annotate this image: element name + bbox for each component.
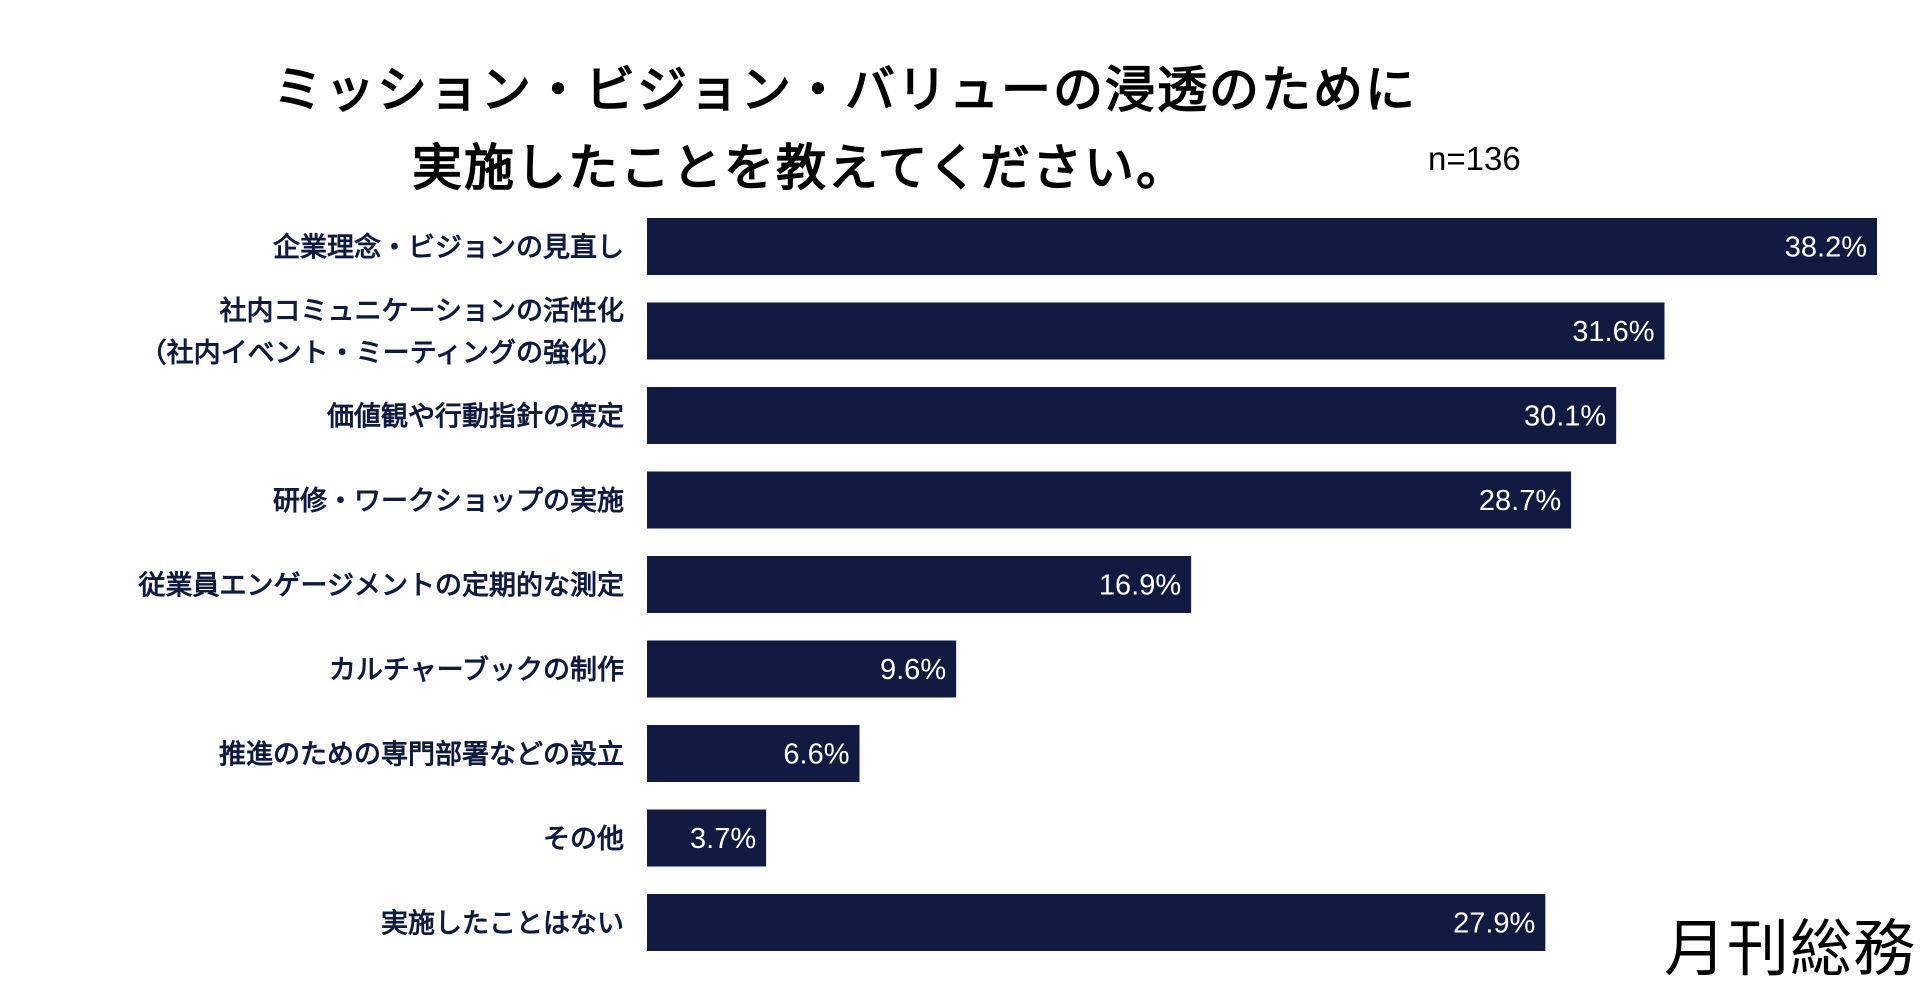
bar-value-label-5: 16.9% [1099,570,1181,602]
bar-3 [647,387,1617,444]
bar-5 [647,556,1192,613]
bar-value-label-1: 38.2% [1785,232,1867,264]
bar-value-label-9: 27.9% [1453,908,1535,940]
bar-9 [647,894,1546,951]
bar-2 [647,302,1665,360]
brand-logo: 月刊総務 [1664,912,1917,985]
bar-8 [647,809,767,867]
chart-title-line-1: ミッション・ビジョン・バリューの浸透のために [273,61,1417,119]
sample-size-label: n=136 [1428,140,1521,177]
category-label-8: その他 [543,824,624,855]
category-label-2-line-1: 社内コミュニケーションの活性化 [220,295,624,327]
bar-value-label-7: 6.6% [783,739,849,771]
chart-title-block: ミッション・ビジョン・バリューの浸透のために 実施したことを教えてください。 [0,40,1920,200]
category-label-1: 企業理念・ビジョンの見直し [273,232,624,264]
category-label-6: カルチャーブックの制作 [329,654,624,686]
bar-value-label-6: 9.6% [880,654,946,686]
category-label-4: 研修・ワークショップの実施 [273,485,624,517]
bar-4 [647,471,1572,529]
bar-value-label-4: 28.7% [1479,485,1561,517]
bar-1 [647,218,1877,275]
category-label-2-line-2: （社内イベント・ミーティングの強化） [140,337,624,369]
category-label-7: 推進のための専門部署などの設立 [219,739,624,771]
bar-value-label-2: 31.6% [1572,316,1654,348]
category-label-3: 価値観や行動指針の策定 [326,401,624,433]
category-label-5: 従業員エンゲージメントの定期的な測定 [138,570,624,602]
bar-6 [647,640,957,698]
bar-7 [647,725,860,782]
category-label-9: 実施したことはない [381,908,624,940]
bar-value-label-3: 30.1% [1524,401,1606,433]
chart-title-line-2: 実施したことを教えてください。 [412,139,1188,197]
bar-value-label-8: 3.7% [690,823,756,855]
